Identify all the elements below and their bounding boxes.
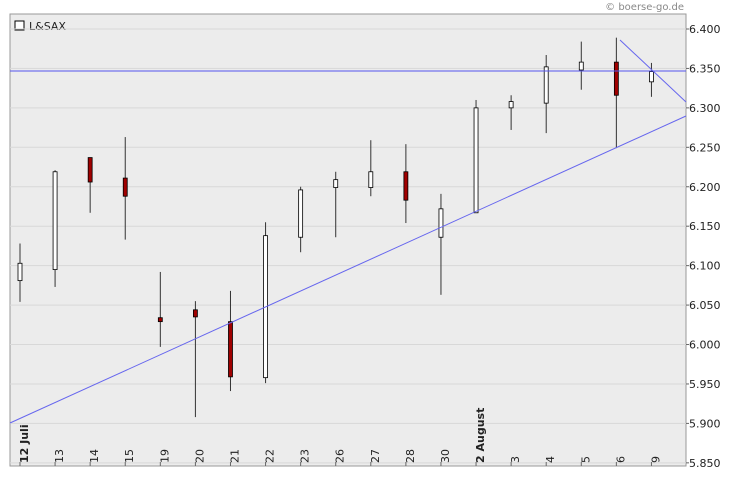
x-tick-label: 15	[123, 449, 136, 463]
x-tick-label: 20	[193, 449, 206, 463]
x-tick-label: 4	[544, 456, 557, 463]
x-tick-label: 14	[88, 449, 101, 463]
credit: © boerse-go.de	[605, 2, 684, 13]
y-tick-label: 5.900	[689, 417, 721, 430]
candle-body	[52, 171, 58, 270]
y-tick-label: 6.150	[689, 220, 721, 233]
trend-line	[9, 115, 687, 424]
x-tick-label: 23	[299, 449, 312, 463]
candle-body	[333, 179, 339, 188]
x-tick-label: 6	[614, 456, 627, 463]
trend-line	[619, 39, 687, 103]
candle-body	[473, 107, 479, 214]
plot-area	[9, 13, 687, 467]
candle-body	[87, 157, 93, 183]
candle-body	[543, 66, 549, 104]
x-tick-label: 26	[334, 449, 347, 463]
y-tick-label: 6.250	[689, 141, 721, 154]
candle-body	[649, 71, 654, 83]
x-tick-label: 2 August	[474, 408, 487, 463]
y-tick-label: 6.350	[689, 62, 721, 75]
x-tick-label: 9	[649, 456, 662, 463]
y-tick-label: 6.000	[689, 339, 721, 352]
legend-swatch	[14, 20, 25, 31]
legend-label: L&SAX	[29, 20, 66, 33]
candle-body	[298, 189, 304, 238]
y-tick-label: 6.400	[689, 23, 721, 36]
candle-body	[17, 262, 23, 282]
y-tick-label: 5.850	[689, 457, 721, 470]
x-tick-label: 28	[404, 449, 417, 463]
y-tick-label: 5.950	[689, 378, 721, 391]
x-tick-label: 5	[579, 456, 592, 463]
candle-body	[157, 317, 163, 323]
x-tick-label: 30	[439, 449, 452, 463]
candle-body	[508, 101, 514, 109]
x-tick-label: 12 Juli	[18, 424, 31, 463]
candle-body	[578, 61, 584, 71]
x-tick-label: 3	[509, 456, 522, 463]
candle-body	[193, 309, 198, 318]
x-tick-label: 22	[264, 449, 277, 463]
y-tick-label: 6.300	[689, 102, 721, 115]
candle-body	[438, 208, 444, 238]
candle-body	[613, 61, 619, 96]
candle-body	[403, 171, 409, 201]
candle-body	[228, 321, 233, 378]
candle-body	[122, 177, 128, 197]
x-tick-label: 27	[369, 449, 382, 463]
x-tick-label: 21	[228, 449, 241, 463]
y-tick-label: 6.050	[689, 299, 721, 312]
y-tick-label: 6.100	[689, 260, 721, 273]
candle-body	[368, 171, 374, 188]
x-tick-label: 19	[158, 449, 171, 463]
x-tick-label: 13	[53, 449, 66, 463]
y-tick-label: 6.200	[689, 181, 721, 194]
